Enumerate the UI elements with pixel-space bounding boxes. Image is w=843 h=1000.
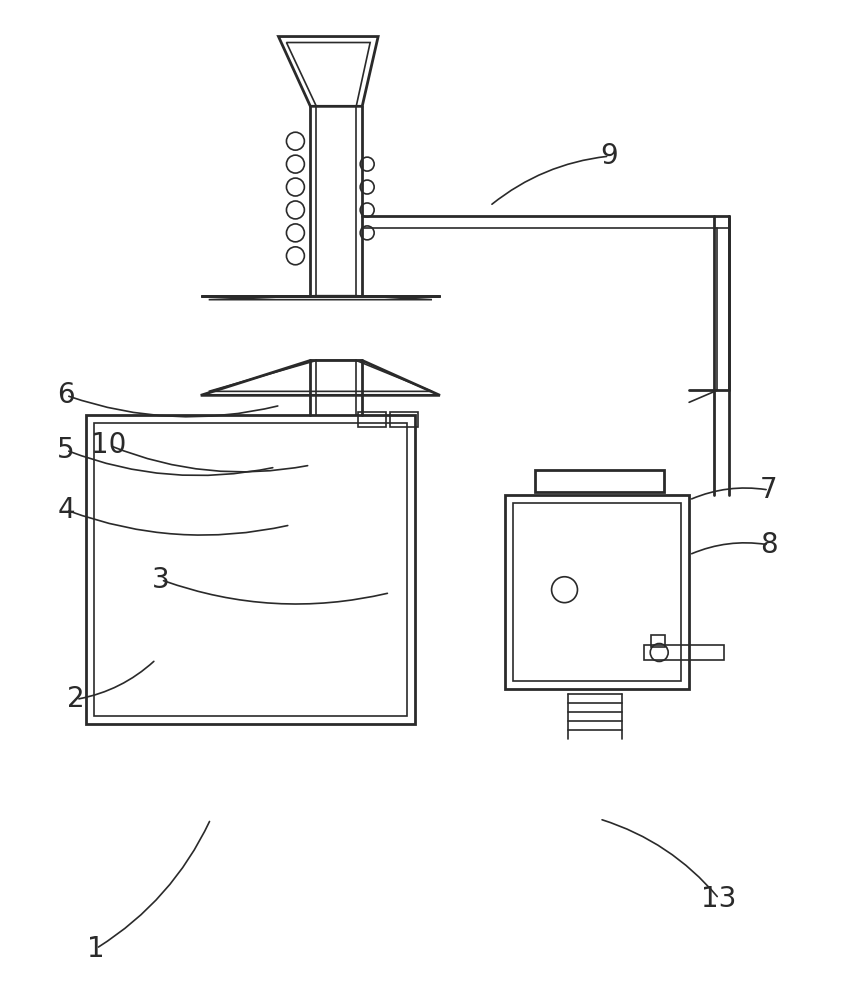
Bar bbox=[94, 423, 407, 716]
Bar bbox=[534, 470, 664, 492]
Bar bbox=[358, 412, 386, 427]
Text: 3: 3 bbox=[152, 566, 169, 594]
Text: 7: 7 bbox=[760, 476, 777, 504]
Bar bbox=[513, 503, 681, 681]
Bar bbox=[86, 415, 415, 724]
Text: 5: 5 bbox=[57, 436, 75, 464]
Text: 6: 6 bbox=[57, 381, 75, 409]
Text: 13: 13 bbox=[701, 885, 737, 913]
Bar bbox=[652, 635, 665, 647]
Text: 10: 10 bbox=[91, 431, 126, 459]
Bar bbox=[644, 645, 724, 660]
Bar bbox=[390, 412, 418, 427]
Text: 2: 2 bbox=[67, 685, 85, 713]
Bar bbox=[505, 495, 689, 689]
Text: 9: 9 bbox=[600, 142, 618, 170]
Text: 1: 1 bbox=[88, 935, 105, 963]
Text: 8: 8 bbox=[760, 531, 777, 559]
Text: 4: 4 bbox=[57, 496, 75, 524]
